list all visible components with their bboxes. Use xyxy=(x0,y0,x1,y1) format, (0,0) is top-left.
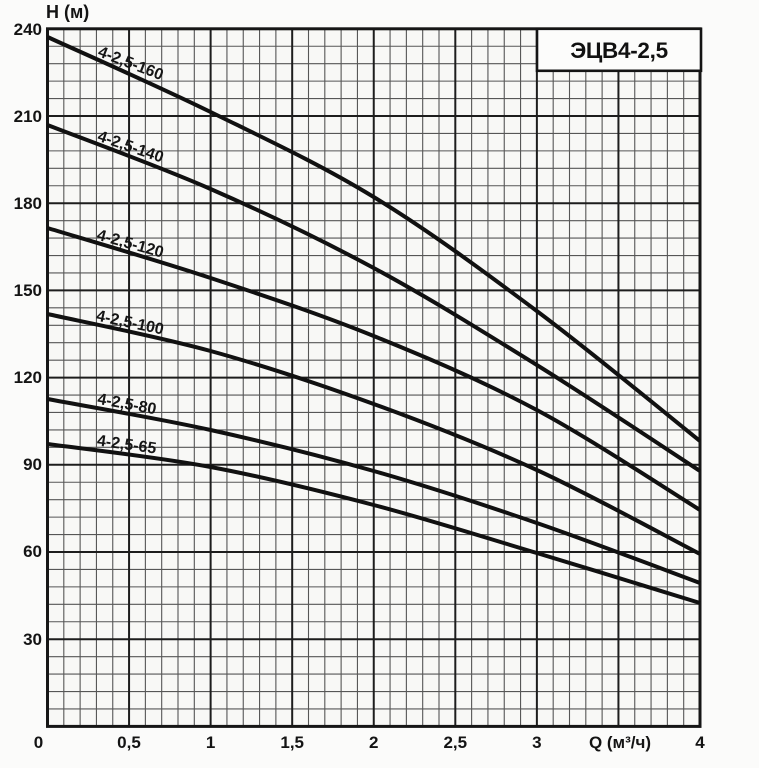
svg-text:H (м): H (м) xyxy=(46,2,89,22)
svg-text:1,5: 1,5 xyxy=(280,733,304,752)
svg-text:90: 90 xyxy=(23,455,42,474)
svg-text:120: 120 xyxy=(14,368,42,387)
svg-text:ЭЦВ4-2,5: ЭЦВ4-2,5 xyxy=(570,38,668,63)
svg-text:180: 180 xyxy=(14,194,42,213)
svg-text:0: 0 xyxy=(34,733,43,752)
svg-text:1: 1 xyxy=(206,733,215,752)
svg-text:30: 30 xyxy=(23,630,42,649)
svg-text:2,5: 2,5 xyxy=(443,733,467,752)
svg-text:0,5: 0,5 xyxy=(117,733,141,752)
svg-text:2: 2 xyxy=(369,733,378,752)
svg-text:150: 150 xyxy=(14,281,42,300)
svg-text:240: 240 xyxy=(14,20,42,39)
svg-text:4: 4 xyxy=(695,733,705,752)
svg-text:3: 3 xyxy=(532,733,541,752)
svg-text:Q (м³/ч): Q (м³/ч) xyxy=(589,733,651,752)
svg-text:210: 210 xyxy=(14,107,42,126)
svg-text:60: 60 xyxy=(23,542,42,561)
